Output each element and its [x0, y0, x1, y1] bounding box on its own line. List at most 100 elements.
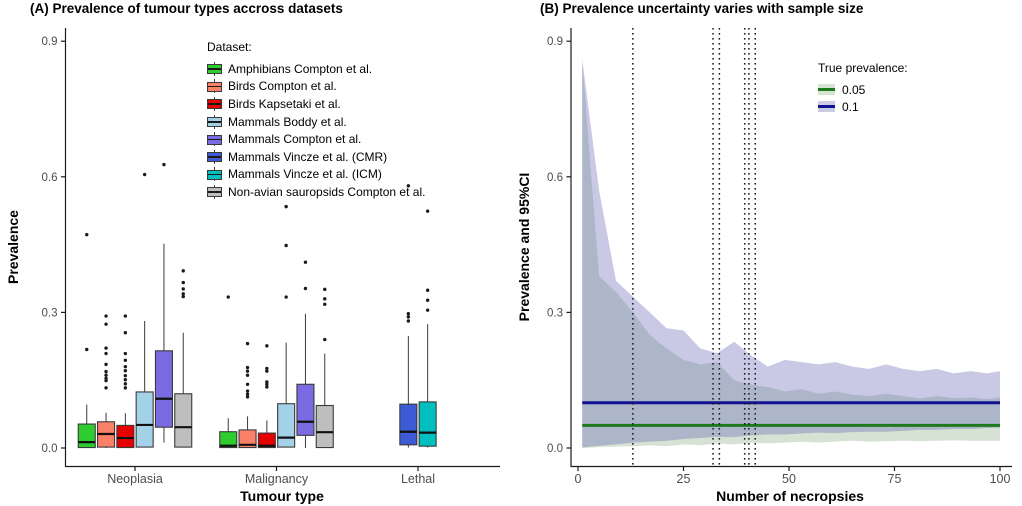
- boxplot-box: [219, 431, 238, 449]
- legend-item-label: Birds Compton et al.: [228, 79, 337, 94]
- outlier-point: [123, 364, 128, 369]
- tick-label: 0: [575, 472, 582, 486]
- boxplot-box: [257, 432, 276, 449]
- panel-a-legend: Dataset: Amphibians Compton et al. Birds…: [207, 40, 425, 201]
- legend-item: Birds Kapsetaki et al.: [207, 95, 425, 113]
- outlier-point: [284, 243, 288, 248]
- outlier-point: [123, 351, 128, 356]
- boxplot-box: [238, 429, 257, 449]
- outlier-point: [181, 292, 185, 296]
- boxplot-box: [296, 383, 315, 436]
- boxplot-box: [135, 391, 154, 448]
- boxplot-box: [77, 423, 96, 449]
- boxplot-swatch-icon: [207, 61, 222, 76]
- legend-item-label: Mammals Boddy et al.: [228, 114, 347, 129]
- outlier-point: [104, 362, 108, 367]
- outlier-point: [303, 260, 308, 264]
- outlier-point: [265, 366, 269, 371]
- panel-b-legend-title: True prevalence:: [818, 61, 908, 75]
- ci-ribbon-0.05: [582, 61, 1000, 448]
- outlier-point: [245, 395, 250, 399]
- ribbon-swatch-icon: [818, 101, 835, 112]
- outlier-point: [85, 347, 89, 352]
- panel-b-y-axis-title: Prevalence and 95%CI: [516, 172, 532, 322]
- tick-label: 0.0: [42, 443, 58, 455]
- outlier-point: [123, 386, 128, 390]
- panel-a-y-axis-title: Prevalence: [5, 210, 21, 284]
- tick-label: 0.3: [42, 307, 58, 319]
- outlier-point: [123, 358, 128, 363]
- legend-item-label: 0.05: [842, 82, 866, 97]
- tick-label: Neoplasia: [107, 472, 163, 486]
- legend-item-label: 0.1: [842, 99, 859, 114]
- legend-item-label: Non-avian sauropsids Compton et al.: [228, 184, 426, 199]
- tick-label: 0.0: [547, 443, 563, 455]
- outlier-point: [303, 286, 308, 291]
- tick-label: 100: [990, 472, 1011, 486]
- legend-item: Mammals Compton et al.: [207, 130, 425, 148]
- outlier-point: [245, 365, 250, 370]
- outlier-point: [406, 184, 411, 188]
- outlier-point: [406, 315, 411, 319]
- legend-item-label: Birds Kapsetaki et al.: [228, 96, 341, 111]
- outlier-point: [265, 369, 269, 373]
- outlier-point: [104, 373, 108, 377]
- outlier-point: [425, 298, 430, 302]
- outlier-point: [181, 287, 185, 291]
- outlier-point: [245, 392, 250, 396]
- boxplot-swatch-icon: [207, 184, 222, 199]
- outlier-point: [425, 209, 430, 213]
- legend-item-label: Mammals Vincze et al. (CMR): [228, 149, 388, 164]
- legend-item: 0.1: [818, 98, 908, 115]
- outlier-point: [123, 382, 128, 386]
- outlier-point: [245, 382, 250, 386]
- outlier-point: [104, 369, 108, 374]
- outlier-point: [323, 337, 327, 342]
- boxplot-swatch-icon: [207, 79, 222, 94]
- boxplot-swatch-icon: [207, 132, 222, 147]
- outlier-point: [265, 385, 269, 389]
- outlier-point: [123, 369, 128, 373]
- panel-b-title: (B) Prevalence uncertainty varies with s…: [540, 1, 864, 16]
- boxplot-box: [315, 404, 334, 449]
- outlier-point: [425, 288, 430, 292]
- outlier-point: [104, 351, 108, 356]
- outlier-point: [406, 319, 411, 323]
- outlier-point: [104, 314, 108, 318]
- outlier-point: [142, 172, 147, 177]
- outlier-point: [162, 162, 166, 167]
- outlier-point: [245, 373, 250, 377]
- outlier-point: [323, 297, 327, 301]
- legend-item-label: Amphibians Compton et al.: [228, 61, 373, 76]
- legend-item: Mammals Vincze et al. (CMR): [207, 148, 425, 166]
- tick-label: 50: [782, 472, 796, 486]
- outlier-point: [104, 386, 108, 390]
- tick-label: 0.3: [547, 307, 563, 319]
- boxplot-swatch-icon: [207, 149, 222, 164]
- outlier-point: [284, 295, 288, 299]
- boxplot-box: [418, 401, 437, 447]
- boxplot-box: [174, 393, 193, 448]
- outlier-point: [245, 341, 250, 346]
- ribbon-swatch-icon: [818, 84, 835, 95]
- outlier-point: [104, 376, 108, 381]
- legend-item: Birds Compton et al.: [207, 78, 425, 96]
- boxplot-swatch-icon: [207, 167, 222, 182]
- outlier-point: [123, 373, 128, 378]
- legend-item: Mammals Boddy et al.: [207, 113, 425, 131]
- outlier-point: [85, 232, 89, 237]
- legend-item: Amphibians Compton et al.: [207, 60, 425, 78]
- ci-ribbon-0.1: [582, 59, 1000, 448]
- outlier-point: [104, 346, 108, 350]
- outlier-point: [265, 344, 269, 348]
- panel-a-legend-title: Dataset:: [207, 40, 252, 54]
- tick-label: 0.6: [547, 172, 563, 184]
- outlier-point: [123, 331, 128, 335]
- legend-item-label: Mammals Compton et al.: [228, 132, 362, 147]
- legend-item: Non-avian sauropsids Compton et al.: [207, 183, 425, 201]
- outlier-point: [104, 322, 108, 326]
- outlier-point: [425, 308, 430, 312]
- boxplot-box: [116, 424, 135, 449]
- outlier-point: [265, 380, 269, 384]
